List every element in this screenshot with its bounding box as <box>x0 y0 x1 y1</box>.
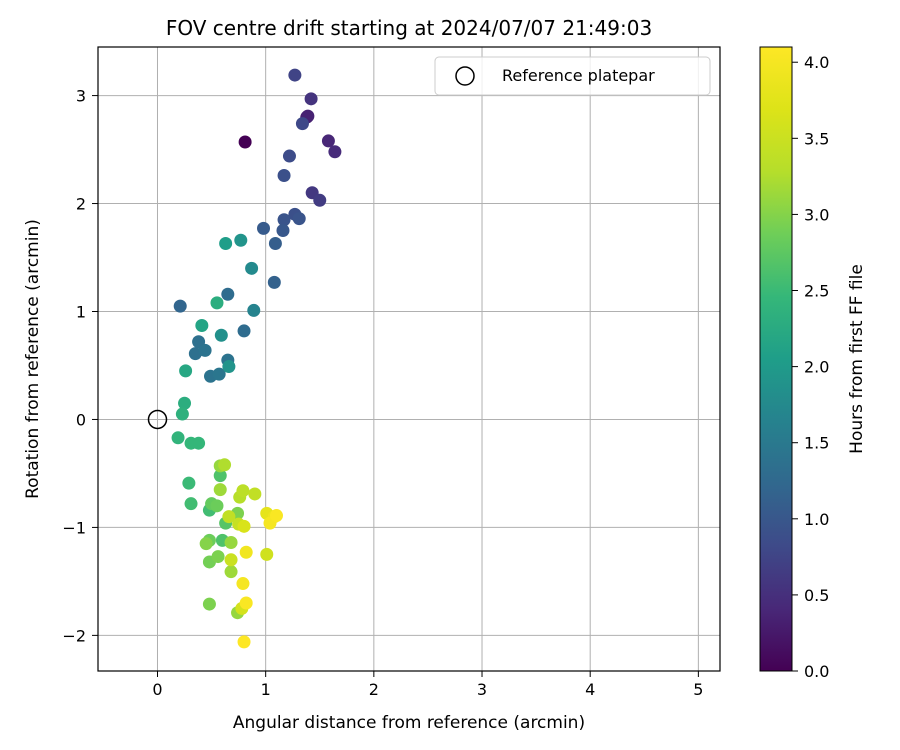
data-point <box>260 547 274 561</box>
data-point <box>237 324 251 338</box>
data-point <box>248 487 262 501</box>
data-point <box>224 553 238 567</box>
x-tick-label: 5 <box>693 680 703 699</box>
colorbar-tick-label: 3.5 <box>804 129 829 148</box>
data-point <box>236 484 250 498</box>
x-tick-label: 1 <box>261 680 271 699</box>
data-point <box>304 92 318 106</box>
data-point <box>267 275 281 289</box>
data-point <box>199 537 213 551</box>
colorbar-tick-label: 2.0 <box>804 358 829 377</box>
data-point <box>198 343 212 357</box>
data-point <box>212 367 226 381</box>
data-point <box>288 68 302 82</box>
data-point <box>222 510 236 524</box>
data-point <box>237 519 251 533</box>
colorbar-tick-label: 2.5 <box>804 282 829 301</box>
x-tick-label: 0 <box>152 680 162 699</box>
data-point <box>178 396 192 410</box>
data-point <box>224 565 238 579</box>
y-axis-label: Rotation from reference (arcmin) <box>23 219 43 499</box>
data-point <box>175 407 189 421</box>
data-point <box>313 193 327 207</box>
data-point <box>237 635 251 649</box>
data-point <box>238 135 252 149</box>
data-point <box>276 224 290 238</box>
y-tick-label: 1 <box>76 302 86 321</box>
data-point <box>295 117 309 131</box>
data-point <box>173 299 187 313</box>
data-point <box>184 497 198 511</box>
data-point <box>213 469 227 483</box>
data-point <box>213 483 227 497</box>
x-tick-label: 3 <box>477 680 487 699</box>
data-point <box>328 145 342 159</box>
x-tick-label: 4 <box>585 680 595 699</box>
data-point <box>219 236 233 250</box>
data-point <box>210 499 224 513</box>
data-point <box>269 509 283 523</box>
y-axis-ticks: −2 −1 0 1 2 3 <box>62 87 98 645</box>
data-point <box>321 134 335 148</box>
legend-marker <box>455 66 475 86</box>
data-points <box>171 68 342 649</box>
colorbar-ticks: 0.0 0.5 1.0 1.5 2.0 2.5 3.0 3.5 4.0 <box>792 53 829 681</box>
chart-title: FOV centre drift starting at 2024/07/07 … <box>166 16 652 40</box>
data-point <box>277 213 291 227</box>
data-point <box>222 360 236 374</box>
data-point <box>268 236 282 250</box>
data-point <box>218 458 232 472</box>
data-point <box>214 328 228 342</box>
legend-box <box>434 56 711 96</box>
colorbar-tick-label: 1.0 <box>804 510 829 529</box>
colorbar-tick-label: 3.0 <box>804 205 829 224</box>
colorbar-tick-label: 4.0 <box>804 53 829 72</box>
y-tick-label: 3 <box>76 87 86 106</box>
colorbar <box>759 46 793 672</box>
x-axis-label: Angular distance from reference (arcmin) <box>233 713 585 733</box>
data-point <box>247 303 261 317</box>
data-point <box>257 221 271 235</box>
plot-frame <box>97 46 721 672</box>
data-point <box>184 436 198 450</box>
data-point <box>292 212 306 226</box>
data-point <box>195 319 209 333</box>
data-point <box>239 596 253 610</box>
data-point <box>221 287 235 301</box>
data-point <box>224 536 238 550</box>
y-tick-label: −1 <box>62 518 86 537</box>
data-point <box>182 476 196 490</box>
data-point <box>211 550 225 564</box>
colorbar-label: Hours from first FF file <box>847 264 867 454</box>
data-point <box>282 149 296 163</box>
x-tick-label: 2 <box>369 680 379 699</box>
y-tick-label: −2 <box>62 626 86 645</box>
reference-platepar-marker <box>147 409 168 430</box>
data-point <box>234 233 248 247</box>
data-point <box>239 545 253 559</box>
data-point <box>245 261 259 275</box>
data-point <box>202 597 216 611</box>
data-point <box>179 364 193 378</box>
y-tick-label: 2 <box>76 195 86 214</box>
legend-label: Reference platepar <box>502 66 655 85</box>
grid <box>98 47 720 671</box>
legend: Reference platepar <box>434 56 711 96</box>
colorbar-tick-label: 1.5 <box>804 434 829 453</box>
colorbar-tick-label: 0.5 <box>804 586 829 605</box>
x-axis-ticks: 0 1 2 3 4 5 <box>152 671 703 699</box>
y-tick-label: 0 <box>76 410 86 429</box>
data-point <box>277 168 291 182</box>
colorbar-tick-label: 0.0 <box>804 662 829 681</box>
data-point <box>210 296 224 310</box>
data-point <box>171 431 185 445</box>
data-point <box>236 577 250 591</box>
